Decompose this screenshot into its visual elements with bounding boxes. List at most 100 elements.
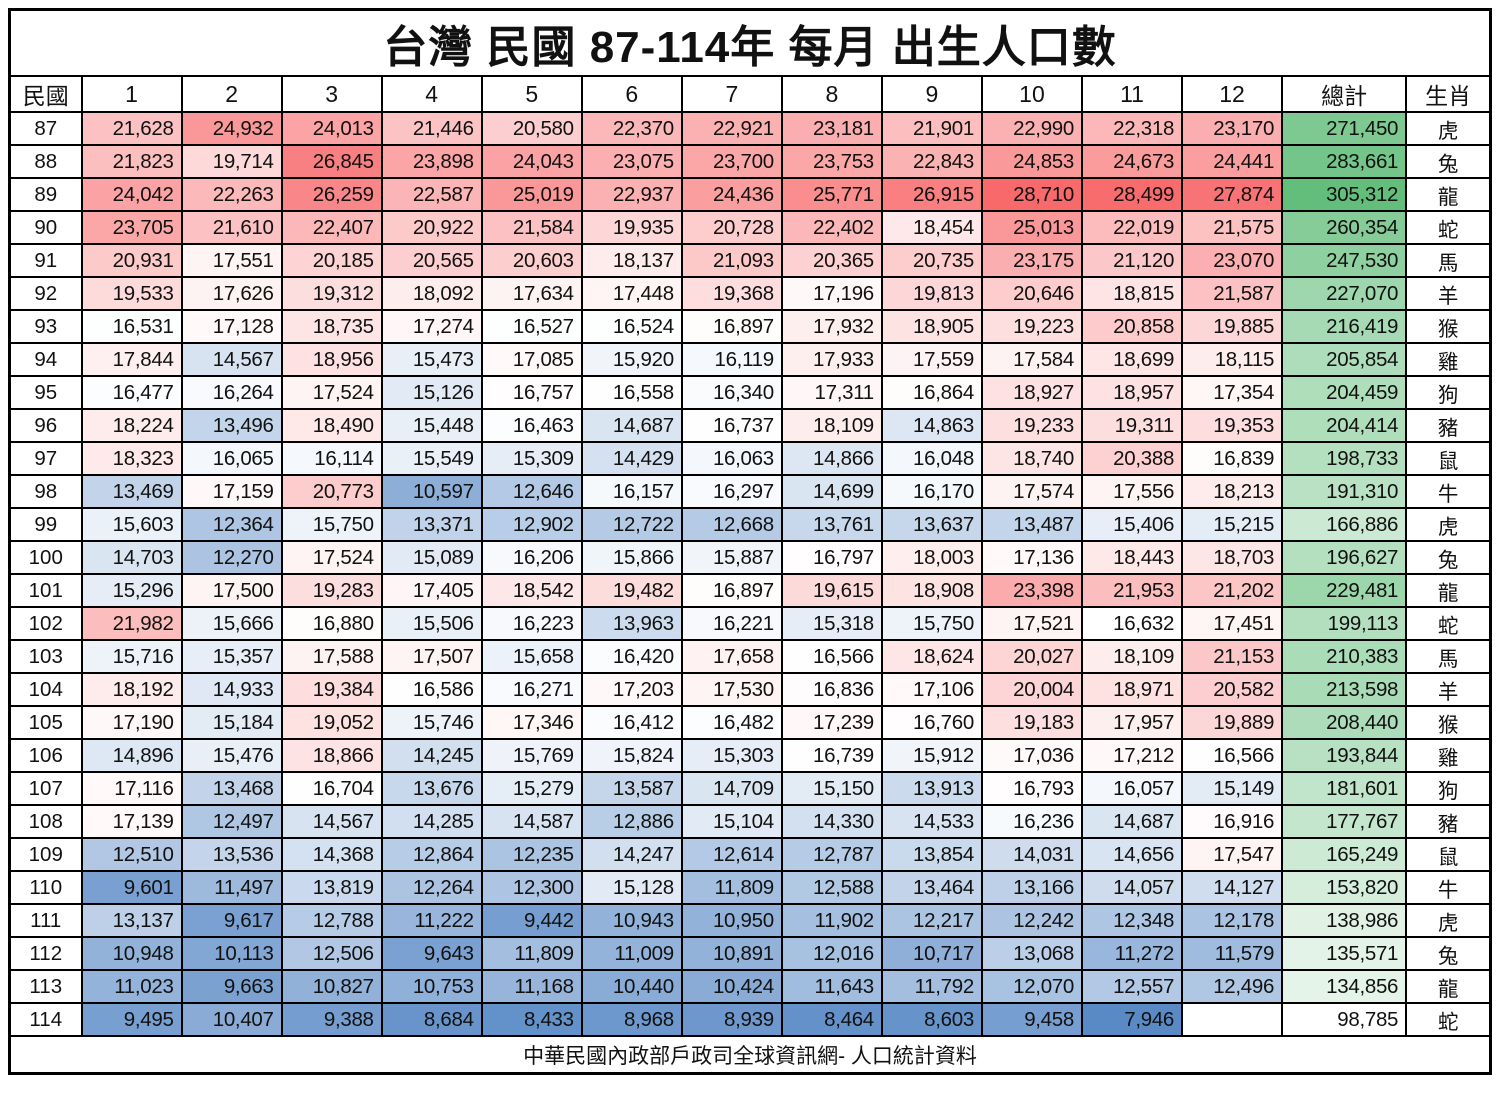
month-value-cell: 16,897 [680,573,783,608]
month-header-5: 5 [480,75,583,113]
year-cell: 112 [8,936,83,971]
month-value-cell: 15,549 [380,441,483,476]
month-value-cell: 17,106 [880,672,983,707]
month-value-cell: 11,168 [480,969,583,1004]
year-cell: 98 [8,474,83,509]
month-value-cell: 16,527 [480,309,583,344]
year-cell: 110 [8,870,83,905]
month-value-cell: 14,429 [580,441,683,476]
zodiac-cell: 猴 [1405,705,1492,740]
month-value-cell: 15,215 [1181,507,1284,542]
month-value-cell: 19,283 [280,573,383,608]
month-value-cell: 15,750 [280,507,383,542]
month-value-cell: 17,346 [480,705,583,740]
month-value-cell: 20,773 [280,474,383,509]
month-value-cell: 11,009 [580,936,683,971]
month-value-cell: 16,119 [680,342,783,377]
month-value-cell: 16,063 [680,441,783,476]
month-value-cell: 17,634 [480,276,583,311]
month-value-cell: 20,365 [780,243,883,278]
month-value-cell: 20,004 [980,672,1084,707]
month-value-cell: 11,902 [780,903,883,938]
zodiac-cell: 虎 [1405,111,1492,146]
total-cell: 208,440 [1281,705,1408,740]
year-cell: 114 [8,1002,83,1037]
month-value-cell: 24,673 [1080,144,1184,179]
month-value-cell: 18,213 [1181,474,1284,509]
month-value-cell: 18,092 [380,276,483,311]
month-value-cell: 17,957 [1080,705,1184,740]
zodiac-cell: 猴 [1405,309,1492,344]
total-cell: 191,310 [1281,474,1408,509]
month-value-cell: 20,603 [480,243,583,278]
month-value-cell: 17,626 [180,276,283,311]
month-value-cell: 15,716 [80,639,183,674]
month-value-cell: 23,075 [580,144,683,179]
month-value-cell: 19,223 [980,309,1084,344]
year-cell: 107 [8,771,83,806]
year-cell: 95 [8,375,83,410]
month-header-3: 3 [280,75,383,113]
month-value-cell: 16,864 [880,375,983,410]
month-value-cell: 11,809 [480,936,583,971]
month-header-9: 9 [880,75,983,113]
month-value-cell: 16,558 [580,375,683,410]
month-value-cell: 15,296 [80,573,183,608]
month-value-cell: 17,116 [80,771,183,806]
month-value-cell: 15,279 [480,771,583,806]
month-value-cell: 18,735 [280,309,383,344]
month-value-cell: 12,646 [480,474,583,509]
total-cell: 260,354 [1281,210,1408,245]
month-value-cell: 13,676 [380,771,483,806]
month-value-cell: 21,446 [380,111,483,146]
month-value-cell: 21,584 [480,210,583,245]
month-value-cell: 22,921 [680,111,783,146]
month-value-cell: 21,953 [1080,573,1184,608]
month-value-cell: 10,424 [680,969,783,1004]
month-value-cell: 12,787 [780,837,883,872]
month-value-cell: 20,735 [880,243,983,278]
table-row-year-92: 92 19,533 17,626 19,312 18,092 17,634 17,448 19… [8,276,1492,311]
month-value-cell: 9,601 [80,870,183,905]
year-cell: 100 [8,540,83,575]
month-value-cell: 18,971 [1080,672,1184,707]
month-value-cell: 21,093 [680,243,783,278]
zodiac-cell: 虎 [1405,507,1492,542]
month-value-cell: 9,663 [180,969,283,1004]
month-value-cell: 13,536 [180,837,283,872]
month-value-cell: 11,272 [1080,936,1184,971]
table-row-year-104: 104 18,192 14,933 19,384 16,586 16,271 17,203 1… [8,672,1492,707]
month-value-cell: 22,019 [1080,210,1184,245]
month-value-cell: 8,939 [680,1002,783,1037]
month-value-cell: 14,863 [880,408,983,443]
month-value-cell: 17,196 [780,276,883,311]
month-value-cell: 18,815 [1080,276,1184,311]
year-cell: 108 [8,804,83,839]
month-value-cell: 24,436 [680,177,783,212]
month-value-cell: 13,468 [180,771,283,806]
month-value-cell: 15,303 [680,738,783,773]
month-value-cell: 17,036 [980,738,1084,773]
month-value-cell: 14,567 [280,804,383,839]
month-value-cell: 16,477 [80,375,183,410]
month-value-cell: 15,746 [380,705,483,740]
zodiac-cell: 兔 [1405,540,1492,575]
year-cell: 111 [8,903,83,938]
zodiac-cell: 兔 [1405,144,1492,179]
month-value-cell: 23,398 [980,573,1084,608]
month-value-cell: 17,507 [380,639,483,674]
total-cell: 227,070 [1281,276,1408,311]
month-header-4: 4 [380,75,483,113]
month-value-cell: 19,889 [1181,705,1284,740]
total-cell: 135,571 [1281,936,1408,971]
month-header-1: 1 [80,75,183,113]
year-cell: 93 [8,309,83,344]
row-label-header: 民國 [8,75,83,113]
birth-table: 台灣 民國 87-114年 每月 出生人口數 民國 1 2 3 4 5 6 7 8 9 10 11 12… [8,8,1492,1075]
month-value-cell: 21,823 [80,144,183,179]
month-value-cell: 21,901 [880,111,983,146]
month-value-cell: 28,710 [980,177,1084,212]
month-value-cell: 13,371 [380,507,483,542]
month-value-cell: 20,185 [280,243,383,278]
year-cell: 103 [8,639,83,674]
